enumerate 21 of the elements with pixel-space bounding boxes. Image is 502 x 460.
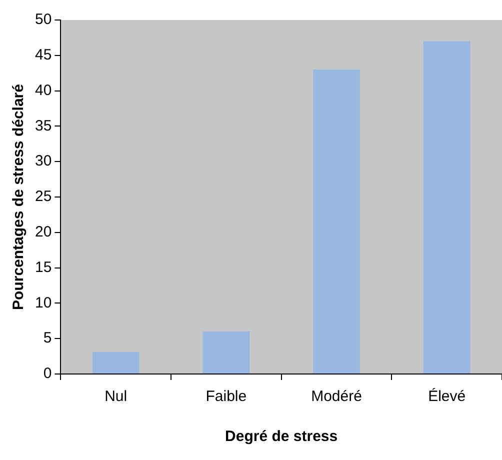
y-tick-label: 45 xyxy=(34,46,52,64)
y-tick-label: 0 xyxy=(43,365,52,382)
x-tick-label: Élevé xyxy=(428,387,466,406)
x-tick-label: Modéré xyxy=(311,388,362,406)
bar xyxy=(423,41,470,374)
y-tick-label: 25 xyxy=(34,188,52,206)
bar xyxy=(92,352,140,374)
y-tick-label: 20 xyxy=(34,224,52,241)
x-tick-label: Faible xyxy=(206,388,247,406)
y-tick-label: 35 xyxy=(34,117,52,134)
x-tick-label: Nul xyxy=(104,388,128,406)
x-axis-title: Degré de stress xyxy=(225,428,338,446)
y-tick-label: 30 xyxy=(34,152,52,170)
y-axis-title: Pourcentages de stress déclaré xyxy=(10,84,28,310)
y-tick-label: 40 xyxy=(34,82,52,99)
y-tick-label: 50 xyxy=(34,11,52,28)
y-tick-label: 10 xyxy=(34,294,52,312)
bar xyxy=(313,70,360,374)
y-tick-label: 5 xyxy=(43,330,52,347)
bar xyxy=(202,332,250,374)
y-tick-label: 15 xyxy=(34,258,52,276)
